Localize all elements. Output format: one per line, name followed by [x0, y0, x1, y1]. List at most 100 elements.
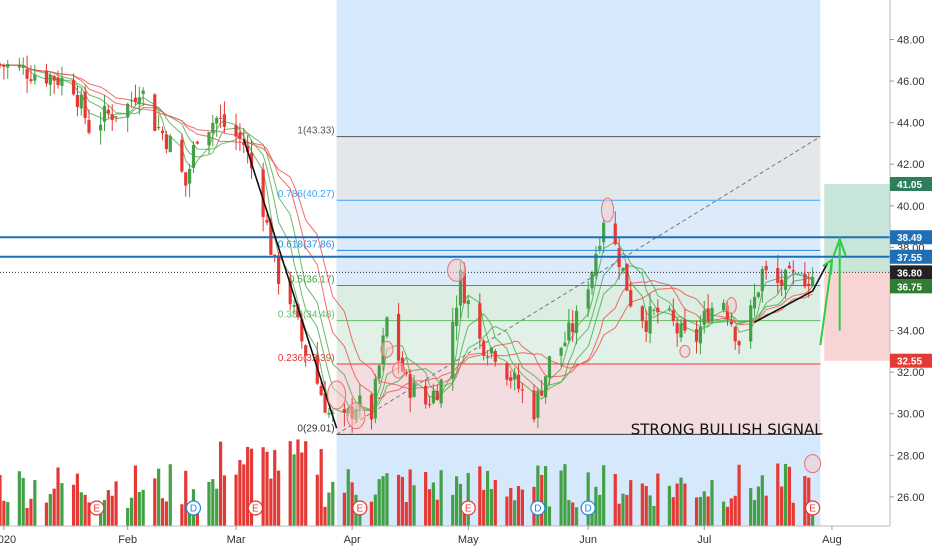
- time-axis-panel: [0, 526, 932, 550]
- downtrend-line: [243, 139, 338, 429]
- volume-bar: [331, 481, 335, 526]
- volume-bar: [6, 501, 10, 526]
- volume-bar: [296, 439, 300, 526]
- event-marker-letter: E: [357, 504, 364, 515]
- volume-bar: [304, 441, 308, 526]
- price-tag-label: 38.49: [897, 233, 922, 244]
- volume-bar: [513, 500, 517, 526]
- y-tick-label: 46.00: [897, 76, 925, 88]
- volume-bar: [350, 482, 354, 526]
- candle-body: [99, 124, 103, 131]
- candle-body: [756, 292, 761, 297]
- price-tag-label: 36.80: [897, 268, 922, 279]
- candle-body: [694, 328, 699, 342]
- candle-body: [137, 97, 141, 105]
- event-marker: [352, 500, 368, 516]
- event-marker: [805, 500, 821, 516]
- candle-body: [725, 305, 730, 319]
- volume-bar: [377, 479, 381, 526]
- fib-zone: [336, 200, 821, 251]
- volume-bar: [102, 499, 107, 526]
- volume-bar: [33, 480, 37, 526]
- candle-body: [141, 90, 145, 95]
- drawings: STRONG BULLISH SIGNAL E D E E E D D E: [0, 139, 890, 516]
- candle-body: [509, 377, 513, 381]
- ma-ribbon-line: [0, 64, 813, 400]
- volume-bar: [563, 464, 567, 526]
- volume-bar: [737, 464, 741, 526]
- y-tick-label: 34.00: [897, 326, 925, 338]
- candle-body: [369, 394, 374, 420]
- x-tick-label: Jun: [579, 534, 597, 546]
- candle-body: [56, 77, 60, 86]
- candle-body: [319, 385, 323, 396]
- candle-body: [640, 306, 644, 322]
- candle-body: [304, 345, 308, 356]
- volume-bar: [791, 502, 795, 526]
- volume-bar: [509, 487, 513, 526]
- candle-body: [424, 385, 428, 405]
- candle-body: [451, 321, 455, 379]
- volume-bar: [544, 466, 548, 526]
- candle-body: [261, 169, 265, 218]
- volume-bar: [559, 470, 563, 526]
- volume-bar: [126, 507, 130, 526]
- candle-body: [671, 310, 675, 322]
- candle-body: [218, 117, 223, 119]
- candle-body: [807, 283, 811, 287]
- volume-bar: [485, 470, 490, 526]
- volume-bar: [478, 466, 482, 526]
- candle-body: [791, 270, 795, 272]
- volume-bar: [60, 483, 64, 526]
- volume-bar: [656, 473, 660, 526]
- candle-body: [265, 219, 269, 223]
- candle-body: [586, 289, 590, 309]
- ma-ribbon-line: [0, 64, 813, 413]
- volume-bar: [698, 496, 702, 526]
- volume-bar: [21, 477, 25, 526]
- volume-bar: [242, 464, 246, 526]
- volume-bar: [710, 480, 714, 526]
- candle-body: [613, 223, 617, 245]
- event-marker-letter: E: [809, 504, 816, 515]
- volume-bar: [427, 489, 432, 526]
- volume-bar: [327, 492, 331, 526]
- volume-bar: [273, 450, 277, 526]
- volume-bar: [706, 496, 710, 526]
- candle-body: [656, 307, 660, 313]
- volume-bar: [215, 488, 219, 526]
- volume-bar: [694, 497, 699, 526]
- candle-body: [811, 277, 815, 286]
- candle-body: [540, 391, 544, 396]
- volume-bar: [396, 474, 401, 526]
- candle-body: [114, 116, 118, 118]
- candle-body: [427, 404, 432, 406]
- candle-body: [191, 144, 196, 168]
- candle-body: [752, 296, 757, 309]
- volume-bar: [725, 506, 730, 526]
- candle-body: [404, 372, 408, 374]
- candle-body: [787, 265, 791, 269]
- candle-body: [106, 109, 110, 114]
- volume-bar: [811, 505, 815, 526]
- candle-body: [544, 376, 548, 398]
- position-profit-zone: [824, 183, 890, 273]
- candle-body: [323, 393, 327, 413]
- volume-bar: [106, 490, 110, 526]
- candle-body: [75, 95, 79, 107]
- candle-body: [489, 348, 494, 354]
- volume-bar: [129, 497, 134, 526]
- candle-body: [377, 365, 381, 379]
- target-arrow-head: [832, 236, 847, 257]
- volume-bar: [180, 504, 184, 526]
- volume-bar: [346, 469, 350, 526]
- candle-body: [629, 290, 633, 307]
- volume-bar: [234, 474, 238, 526]
- candle-body: [602, 222, 606, 243]
- candle-body: [79, 94, 83, 109]
- candle-body: [594, 253, 598, 276]
- candle-body: [110, 114, 114, 121]
- highlight-circle: [804, 454, 822, 474]
